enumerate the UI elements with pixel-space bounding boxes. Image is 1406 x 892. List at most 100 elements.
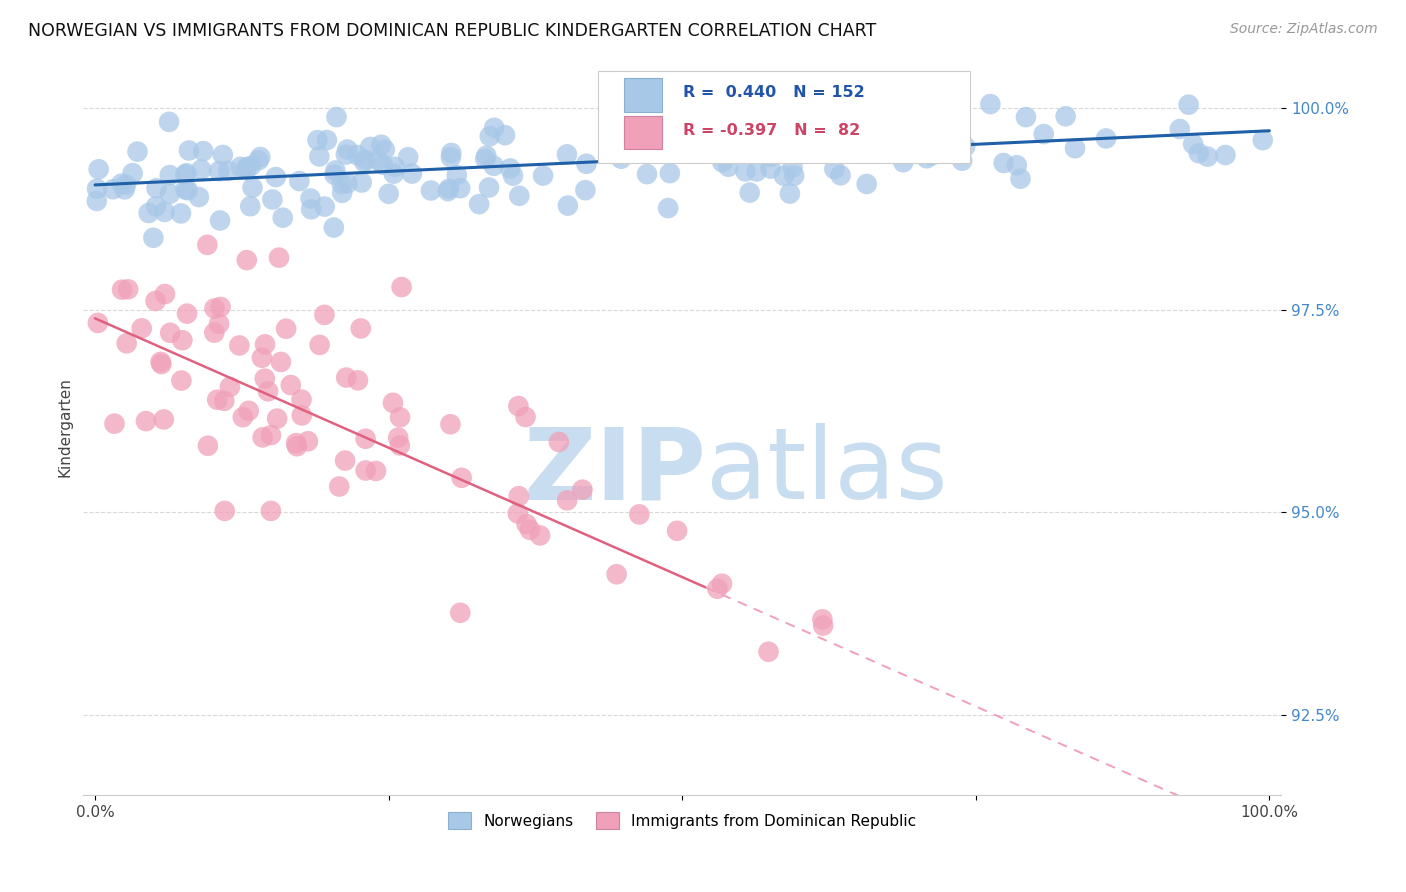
Point xyxy=(174,168,197,182)
Point xyxy=(170,374,193,388)
Point xyxy=(478,180,501,194)
Text: R =  0.440   N = 152: R = 0.440 N = 152 xyxy=(683,85,865,100)
Point xyxy=(1032,127,1054,141)
Point xyxy=(172,333,194,347)
Point xyxy=(482,159,505,173)
Point xyxy=(257,384,280,399)
Point xyxy=(110,177,132,191)
Point xyxy=(931,118,953,132)
Point xyxy=(354,153,377,167)
Point xyxy=(228,338,250,352)
Point xyxy=(274,322,297,336)
Point xyxy=(531,169,554,183)
Point xyxy=(117,282,139,296)
Point xyxy=(280,378,302,392)
Point xyxy=(271,211,294,225)
Point xyxy=(548,434,571,449)
Point xyxy=(606,567,628,582)
Point xyxy=(87,162,110,177)
Point xyxy=(262,193,284,207)
Point xyxy=(633,103,655,118)
Point xyxy=(875,104,897,119)
Point xyxy=(1197,150,1219,164)
Point xyxy=(1251,133,1274,147)
Point xyxy=(811,612,834,626)
Point xyxy=(1177,97,1199,112)
Point xyxy=(779,186,801,201)
Point xyxy=(440,150,463,164)
Point xyxy=(811,618,834,632)
Point xyxy=(291,409,314,423)
Point xyxy=(335,147,357,161)
Point xyxy=(214,393,236,408)
Point xyxy=(232,410,254,425)
Point xyxy=(308,338,330,352)
Point xyxy=(1064,141,1087,155)
Point xyxy=(127,145,149,159)
Point xyxy=(389,410,412,425)
Point xyxy=(253,337,276,351)
Point xyxy=(449,181,471,195)
Point xyxy=(634,139,657,153)
Point xyxy=(484,120,506,135)
Point xyxy=(508,189,530,203)
Point xyxy=(336,143,359,157)
Point xyxy=(529,528,551,542)
Point xyxy=(138,206,160,220)
Point xyxy=(437,184,460,198)
Point xyxy=(187,190,209,204)
Point xyxy=(316,133,339,147)
Point xyxy=(382,167,405,181)
Point xyxy=(855,177,877,191)
Point xyxy=(419,184,441,198)
Point xyxy=(103,417,125,431)
Point xyxy=(388,438,411,452)
Point xyxy=(711,576,734,591)
Point xyxy=(150,357,173,371)
Point xyxy=(353,154,375,169)
Point xyxy=(1005,158,1028,172)
Point xyxy=(299,202,322,217)
Point xyxy=(314,308,336,322)
Point xyxy=(325,110,347,124)
Point xyxy=(135,414,157,428)
Point xyxy=(763,129,786,144)
Point xyxy=(706,582,728,596)
Point xyxy=(270,355,292,369)
Point xyxy=(240,159,263,173)
Point xyxy=(910,137,932,152)
Point xyxy=(249,150,271,164)
Y-axis label: Kindergarten: Kindergarten xyxy=(58,377,72,477)
Point xyxy=(808,108,831,122)
Point xyxy=(205,392,228,407)
Point xyxy=(229,160,252,174)
Point xyxy=(177,144,200,158)
Point xyxy=(728,136,751,151)
Point xyxy=(174,182,197,196)
Point xyxy=(782,161,804,175)
Text: ZIP: ZIP xyxy=(523,423,706,520)
Point xyxy=(314,200,336,214)
Point xyxy=(159,168,181,182)
Point xyxy=(359,140,381,154)
Point xyxy=(1215,148,1237,162)
Point xyxy=(1182,137,1205,152)
Point xyxy=(239,199,262,213)
Point xyxy=(346,148,368,162)
Point xyxy=(738,186,761,200)
Point xyxy=(299,192,322,206)
Point xyxy=(555,147,578,161)
Point xyxy=(328,479,350,493)
Point xyxy=(354,432,377,446)
Point xyxy=(745,164,768,178)
Point xyxy=(1095,131,1118,145)
Point xyxy=(267,251,290,265)
Point xyxy=(115,336,138,351)
Point xyxy=(574,183,596,197)
Point xyxy=(260,504,283,518)
Point xyxy=(610,152,633,166)
Point xyxy=(494,128,516,142)
Bar xyxy=(623,116,662,149)
Point xyxy=(111,283,134,297)
Point xyxy=(955,139,977,153)
